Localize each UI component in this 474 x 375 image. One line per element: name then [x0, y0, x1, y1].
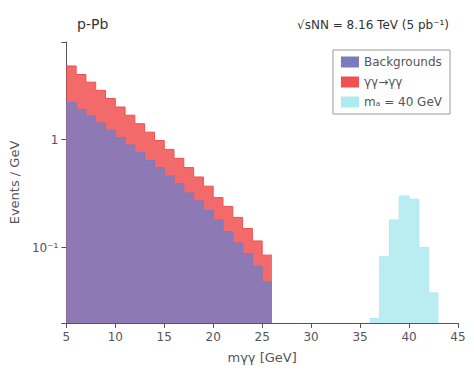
- svg-text:mₐ = 40 GeV: mₐ = 40 GeV: [364, 95, 443, 109]
- svg-text:20: 20: [206, 330, 221, 344]
- svg-text:10: 10: [108, 330, 123, 344]
- svg-text:40: 40: [401, 330, 416, 344]
- svg-text:mγγ [GeV]: mγγ [GeV]: [228, 350, 297, 365]
- svg-text:1: 1: [51, 133, 59, 147]
- svg-text:γγ→γγ: γγ→γγ: [364, 75, 402, 89]
- svg-text:15: 15: [157, 330, 172, 344]
- svg-text:45: 45: [450, 330, 465, 344]
- svg-text:25: 25: [255, 330, 270, 344]
- svg-text:p-Pb: p-Pb: [77, 16, 108, 32]
- svg-text:√sNN = 8.16 TeV (5 pb⁻¹): √sNN = 8.16 TeV (5 pb⁻¹): [297, 18, 449, 32]
- svg-text:35: 35: [352, 330, 367, 344]
- svg-text:Backgrounds: Backgrounds: [364, 55, 442, 69]
- svg-text:10⁻¹: 10⁻¹: [32, 241, 59, 255]
- svg-text:Events / GeV: Events / GeV: [7, 141, 22, 225]
- svg-text:5: 5: [62, 330, 70, 344]
- svg-text:30: 30: [303, 330, 318, 344]
